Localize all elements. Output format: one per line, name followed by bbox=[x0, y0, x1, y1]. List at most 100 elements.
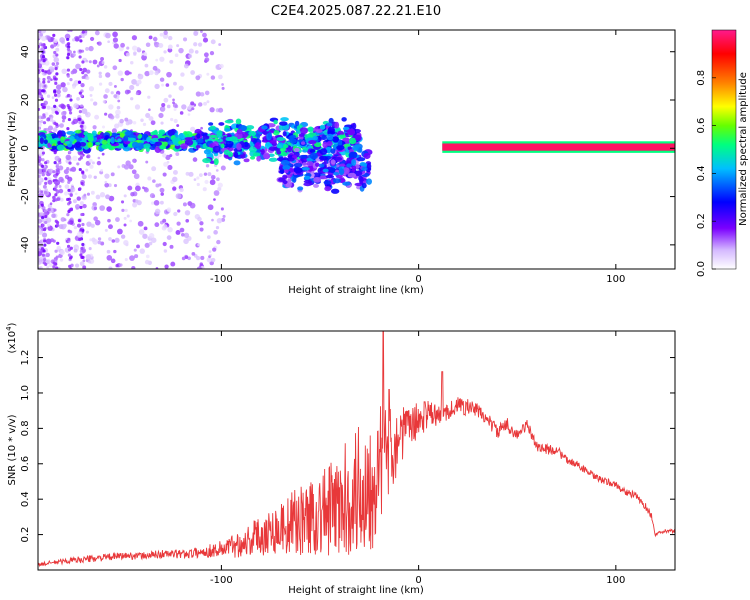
y-tick-label: 40 bbox=[20, 45, 31, 58]
heatmap-streak bbox=[78, 55, 82, 59]
heatmap-blob bbox=[358, 147, 363, 153]
heatmap-blob bbox=[309, 152, 318, 160]
heatmap-streak bbox=[67, 45, 71, 49]
heatmap-speckle bbox=[202, 187, 207, 192]
x-tick-label: 0 bbox=[415, 274, 421, 285]
heatmap-speckle bbox=[104, 112, 108, 116]
heatmap-speckle bbox=[96, 64, 100, 68]
heatmap-speckle bbox=[172, 98, 175, 102]
heatmap-streak bbox=[68, 108, 72, 112]
heatmap-speckle bbox=[165, 154, 171, 161]
heatmap-streak bbox=[67, 237, 71, 241]
heatmap-streak bbox=[53, 93, 58, 97]
heatmap-speckle bbox=[222, 214, 226, 218]
heatmap-blob bbox=[248, 146, 258, 153]
heatmap-speckle bbox=[213, 230, 218, 235]
heatmap-streak bbox=[44, 181, 48, 185]
heatmap-speckle bbox=[152, 179, 156, 183]
heatmap-blob bbox=[359, 177, 365, 185]
heatmap-blob bbox=[318, 155, 328, 161]
heatmap-speckle bbox=[38, 63, 43, 69]
heatmap-streak bbox=[42, 228, 47, 232]
heatmap-streak bbox=[56, 223, 60, 227]
heatmap-speckle bbox=[208, 250, 212, 254]
heatmap-speckle bbox=[99, 205, 105, 211]
heatmap-blob bbox=[314, 162, 320, 167]
heatmap-blob bbox=[278, 177, 286, 182]
heatmap-speckle bbox=[155, 183, 160, 188]
heatmap-streak bbox=[78, 35, 82, 39]
heatmap-speckle bbox=[125, 121, 130, 126]
heatmap-speckle bbox=[86, 69, 91, 74]
heatmap-speckle bbox=[38, 218, 42, 224]
heatmap-speckle bbox=[161, 83, 165, 87]
heatmap-speckle bbox=[162, 241, 167, 247]
heatmap-speckle bbox=[72, 199, 77, 204]
heatmap-speckle bbox=[103, 94, 108, 99]
heatmap-streak bbox=[41, 173, 45, 177]
heatmap-speckle bbox=[199, 262, 203, 266]
heatmap-speckle bbox=[46, 35, 51, 40]
heatmap-blob bbox=[279, 121, 288, 126]
heatmap-speckle bbox=[38, 115, 41, 119]
heatmap-blob bbox=[66, 130, 75, 135]
heatmap-speckle bbox=[112, 31, 118, 38]
heatmap-streak bbox=[55, 53, 59, 57]
heatmap-speckle bbox=[215, 225, 220, 230]
heatmap-speckle bbox=[83, 193, 87, 197]
heatmap-speckle bbox=[163, 161, 169, 167]
heatmap-speckle bbox=[38, 204, 41, 209]
heatmap-speckle bbox=[144, 70, 150, 77]
heatmap-speckle bbox=[148, 233, 155, 239]
heatmap-speckle bbox=[143, 226, 148, 231]
heatmap-blob bbox=[87, 133, 94, 139]
heatmap-speckle bbox=[104, 173, 110, 179]
heatmap-speckle bbox=[64, 184, 70, 189]
heatmap-speckle bbox=[73, 50, 76, 54]
heatmap-speckle bbox=[136, 244, 140, 249]
heatmap-streak bbox=[40, 247, 45, 251]
heatmap-blob bbox=[325, 174, 334, 179]
heatmap-speckle bbox=[145, 160, 149, 164]
heatmap-streak bbox=[54, 249, 58, 253]
heatmap-blob bbox=[51, 145, 57, 150]
heatmap-speckle bbox=[39, 32, 44, 37]
heatmap-blob bbox=[212, 145, 221, 153]
heatmap-speckle bbox=[178, 47, 184, 54]
heatmap-speckle bbox=[115, 264, 119, 268]
heatmap-blob bbox=[330, 188, 340, 194]
heatmap-speckle bbox=[143, 187, 149, 193]
heatmap-speckle bbox=[180, 72, 185, 77]
heatmap-speckle bbox=[38, 30, 42, 34]
heatmap-speckle bbox=[58, 104, 62, 108]
heatmap-speckle bbox=[200, 126, 203, 130]
heatmap-speckle bbox=[130, 61, 134, 65]
heatmap-streak bbox=[52, 265, 56, 269]
heatmap-streak bbox=[67, 180, 71, 185]
heatmap-speckle bbox=[164, 264, 169, 269]
heatmap-blob bbox=[286, 146, 292, 153]
heatmap-speckle bbox=[38, 94, 41, 99]
heatmap-streak bbox=[68, 161, 72, 165]
heatmap-streak bbox=[68, 111, 73, 115]
heatmap-speckle bbox=[104, 182, 110, 188]
heatmap-speckle bbox=[211, 218, 214, 222]
heatmap-blob bbox=[341, 117, 347, 122]
heatmap-speckle bbox=[163, 50, 167, 54]
heatmap-streak bbox=[42, 121, 47, 125]
heatmap-speckle bbox=[104, 88, 110, 94]
heatmap-blob bbox=[308, 139, 317, 145]
heatmap-speckle bbox=[195, 255, 201, 261]
heatmap-speckle bbox=[53, 38, 58, 44]
heatmap-speckle bbox=[159, 200, 164, 205]
heatmap-streak bbox=[41, 158, 45, 162]
heatmap-speckle bbox=[173, 211, 178, 217]
heatmap-speckle bbox=[162, 153, 167, 158]
heatmap-streak bbox=[43, 190, 48, 194]
heatmap-blob bbox=[283, 144, 289, 149]
heatmap-blob bbox=[268, 157, 278, 162]
heatmap-streak bbox=[55, 163, 60, 167]
heatmap-speckle bbox=[199, 92, 205, 97]
heatmap-speckle bbox=[167, 35, 173, 41]
heatmap-speckle bbox=[38, 168, 44, 175]
